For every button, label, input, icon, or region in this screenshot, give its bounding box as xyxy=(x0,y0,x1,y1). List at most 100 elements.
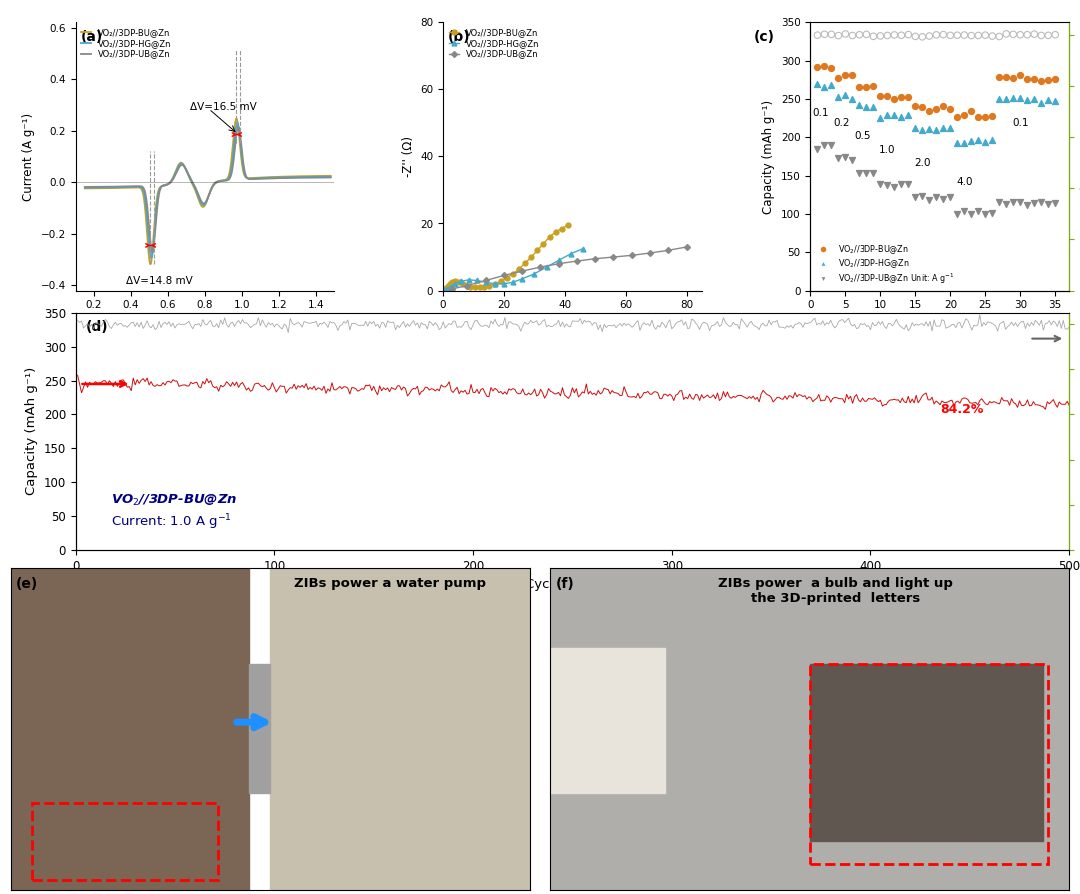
VO₂//3DP-BU@Zn xyxy=(235,159,248,170)
Text: 2.0: 2.0 xyxy=(914,158,931,168)
Point xyxy=(1032,29,1050,43)
Point xyxy=(851,98,868,113)
Point xyxy=(1040,93,1057,107)
Point xyxy=(886,28,903,42)
Point xyxy=(956,204,973,218)
Point xyxy=(914,99,931,114)
Point xyxy=(886,92,903,106)
VO₂//3DP-HG@Zn xyxy=(266,173,279,183)
Point xyxy=(998,92,1015,106)
Point xyxy=(1026,72,1043,86)
Text: ΔV=14.8 mV: ΔV=14.8 mV xyxy=(125,276,192,286)
Text: (e): (e) xyxy=(16,578,38,591)
Point xyxy=(914,122,931,137)
Point xyxy=(1047,94,1064,108)
VO₂//3DP-BU@Zn xyxy=(488,278,501,289)
VO₂//3DP-UB@Zn xyxy=(446,283,459,294)
Point xyxy=(1040,197,1057,211)
Point xyxy=(956,137,973,151)
VO₂//3DP-HG@Zn xyxy=(441,283,454,294)
VO₂//3DP-BU@Zn xyxy=(518,257,531,268)
Text: (c): (c) xyxy=(754,30,774,45)
Point xyxy=(1012,68,1029,82)
VO₂//3DP-BU@Zn xyxy=(507,268,519,279)
Line: VO₂//3DP-BU@Zn: VO₂//3DP-BU@Zn xyxy=(85,119,330,264)
Text: VO$_2$//3DP-BU@Zn: VO$_2$//3DP-BU@Zn xyxy=(111,493,238,508)
Point xyxy=(893,176,910,190)
Point xyxy=(934,98,951,113)
X-axis label: Voltage (V): Voltage (V) xyxy=(173,316,238,329)
VO₂//3DP-BU@Zn xyxy=(230,114,243,124)
Point xyxy=(962,134,980,148)
Point xyxy=(1047,72,1064,86)
VO₂//3DP-UB@Zn xyxy=(662,245,675,256)
Point xyxy=(837,27,854,41)
VO₂//3DP-HG@Zn xyxy=(488,278,501,289)
VO₂//3DP-HG@Zn xyxy=(291,172,303,182)
VO₂//3DP-UB@Zn xyxy=(235,147,248,157)
Legend: VO$_2$//3DP-BU@Zn, VO$_2$//3DP-HG@Zn, VO$_2$//3DP-UB@Zn Unit: A g$^{-1}$: VO$_2$//3DP-BU@Zn, VO$_2$//3DP-HG@Zn, VO… xyxy=(814,242,955,286)
VO₂//3DP-UB@Zn xyxy=(79,181,92,192)
Point xyxy=(858,80,875,94)
Point xyxy=(907,99,924,114)
VO₂//3DP-BU@Zn xyxy=(438,284,451,295)
VO₂//3DP-UB@Zn xyxy=(146,247,159,257)
Point xyxy=(809,60,826,74)
VO₂//3DP-BU@Zn xyxy=(543,232,556,242)
VO₂//3DP-HG@Zn xyxy=(470,275,483,286)
Text: (a): (a) xyxy=(81,30,103,45)
VO₂//3DP-BU@Zn xyxy=(448,275,461,286)
VO₂//3DP-BU@Zn xyxy=(443,278,456,289)
Point xyxy=(990,30,1008,44)
VO₂//3DP-HG@Zn xyxy=(552,255,565,266)
Point xyxy=(928,122,945,137)
Y-axis label: -Z'' (Ω): -Z'' (Ω) xyxy=(402,136,415,177)
Point xyxy=(998,27,1015,41)
Point xyxy=(920,193,937,207)
VO₂//3DP-HG@Zn xyxy=(480,277,492,288)
Point xyxy=(815,80,833,94)
Point xyxy=(976,207,994,221)
VO₂//3DP-BU@Zn xyxy=(437,285,450,296)
Point xyxy=(990,92,1008,106)
VO₂//3DP-HG@Zn xyxy=(221,173,234,184)
Point xyxy=(900,108,917,122)
Point xyxy=(823,61,840,75)
VO₂//3DP-UB@Zn xyxy=(228,148,241,158)
Point xyxy=(907,121,924,135)
Point xyxy=(914,189,931,203)
Bar xyxy=(270,568,529,890)
VO₂//3DP-BU@Zn xyxy=(144,258,157,269)
Point xyxy=(815,59,833,73)
Point xyxy=(1032,74,1050,89)
VO₂//3DP-BU@Zn xyxy=(525,252,538,263)
VO₂//3DP-BU@Zn xyxy=(291,171,303,181)
Point xyxy=(893,28,910,42)
Text: 0.1: 0.1 xyxy=(1012,118,1028,128)
Point xyxy=(976,28,994,42)
Point xyxy=(920,29,937,43)
VO₂//3DP-HG@Zn xyxy=(455,275,468,286)
VO₂//3DP-HG@Zn xyxy=(444,281,457,291)
X-axis label: Cycle number: Cycle number xyxy=(899,316,981,329)
VO₂//3DP-BU@Zn xyxy=(464,281,477,291)
VO₂//3DP-HG@Zn xyxy=(94,182,107,193)
Point xyxy=(920,122,937,137)
Point xyxy=(865,80,882,94)
VO₂//3DP-BU@Zn xyxy=(482,280,495,291)
Point xyxy=(829,150,847,164)
Point xyxy=(1032,96,1050,110)
Bar xyxy=(249,664,270,793)
VO₂//3DP-UB@Zn xyxy=(515,266,528,276)
Text: ZIBs power  a bulb and light up
the 3D-printed  letters: ZIBs power a bulb and light up the 3D-pr… xyxy=(718,578,954,605)
Point xyxy=(962,207,980,221)
Point xyxy=(1018,72,1036,86)
Text: 0.1: 0.1 xyxy=(812,108,829,118)
Point xyxy=(837,88,854,102)
VO₂//3DP-UB@Zn xyxy=(498,270,511,281)
Line: VO₂//3DP-UB@Zn: VO₂//3DP-UB@Zn xyxy=(450,245,689,291)
Point xyxy=(1018,93,1036,107)
Text: ZIBs power a water pump: ZIBs power a water pump xyxy=(294,578,486,590)
VO₂//3DP-HG@Zn xyxy=(448,278,461,289)
Point xyxy=(984,206,1001,220)
